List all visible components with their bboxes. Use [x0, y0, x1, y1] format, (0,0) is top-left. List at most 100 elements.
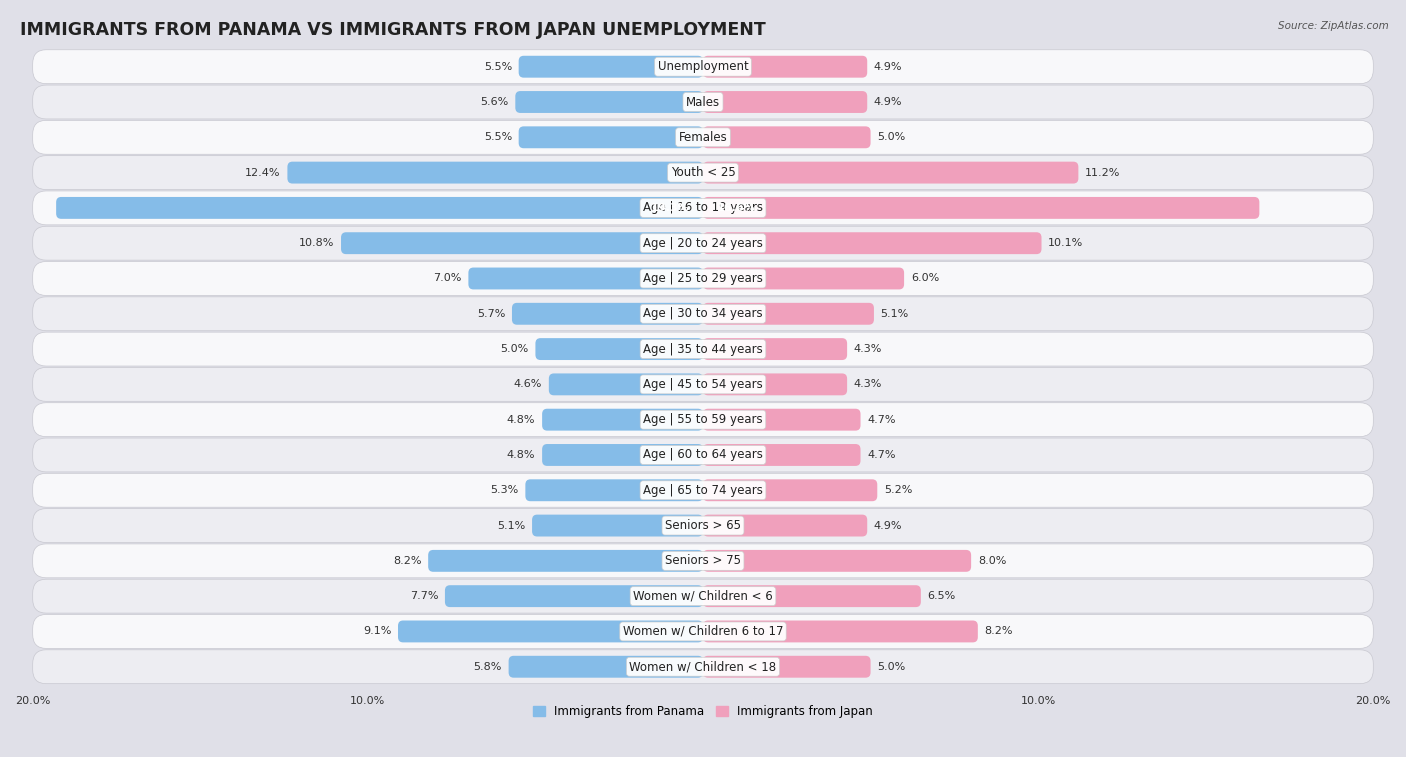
Text: Seniors > 65: Seniors > 65: [665, 519, 741, 532]
FancyBboxPatch shape: [468, 267, 703, 289]
Text: 5.0%: 5.0%: [501, 344, 529, 354]
Text: 4.9%: 4.9%: [875, 521, 903, 531]
Text: 5.6%: 5.6%: [481, 97, 509, 107]
FancyBboxPatch shape: [32, 650, 1374, 684]
Text: 4.9%: 4.9%: [875, 62, 903, 72]
Text: 4.6%: 4.6%: [513, 379, 543, 389]
FancyBboxPatch shape: [398, 621, 703, 643]
Text: 5.1%: 5.1%: [880, 309, 908, 319]
Text: 11.2%: 11.2%: [1085, 167, 1121, 178]
FancyBboxPatch shape: [703, 585, 921, 607]
Text: Age | 55 to 59 years: Age | 55 to 59 years: [643, 413, 763, 426]
Text: Age | 16 to 19 years: Age | 16 to 19 years: [643, 201, 763, 214]
Text: 4.7%: 4.7%: [868, 415, 896, 425]
FancyBboxPatch shape: [32, 367, 1374, 401]
Text: Age | 25 to 29 years: Age | 25 to 29 years: [643, 272, 763, 285]
FancyBboxPatch shape: [703, 479, 877, 501]
Text: 4.7%: 4.7%: [868, 450, 896, 460]
Text: Women w/ Children < 6: Women w/ Children < 6: [633, 590, 773, 603]
Text: 5.0%: 5.0%: [877, 662, 905, 671]
Text: 5.7%: 5.7%: [477, 309, 505, 319]
FancyBboxPatch shape: [429, 550, 703, 572]
Text: 4.3%: 4.3%: [853, 344, 882, 354]
Text: Age | 65 to 74 years: Age | 65 to 74 years: [643, 484, 763, 497]
FancyBboxPatch shape: [32, 262, 1374, 295]
Legend: Immigrants from Panama, Immigrants from Japan: Immigrants from Panama, Immigrants from …: [529, 700, 877, 723]
Text: Age | 45 to 54 years: Age | 45 to 54 years: [643, 378, 763, 391]
FancyBboxPatch shape: [32, 438, 1374, 472]
FancyBboxPatch shape: [32, 473, 1374, 507]
Text: 5.5%: 5.5%: [484, 62, 512, 72]
FancyBboxPatch shape: [703, 373, 848, 395]
Text: Seniors > 75: Seniors > 75: [665, 554, 741, 567]
Text: 10.8%: 10.8%: [299, 238, 335, 248]
FancyBboxPatch shape: [703, 338, 848, 360]
Text: 8.2%: 8.2%: [984, 627, 1014, 637]
FancyBboxPatch shape: [56, 197, 703, 219]
Text: 4.3%: 4.3%: [853, 379, 882, 389]
Text: Age | 20 to 24 years: Age | 20 to 24 years: [643, 237, 763, 250]
FancyBboxPatch shape: [516, 91, 703, 113]
Text: Women w/ Children < 18: Women w/ Children < 18: [630, 660, 776, 673]
FancyBboxPatch shape: [509, 656, 703, 678]
FancyBboxPatch shape: [32, 156, 1374, 189]
FancyBboxPatch shape: [703, 656, 870, 678]
FancyBboxPatch shape: [342, 232, 703, 254]
FancyBboxPatch shape: [703, 232, 1042, 254]
Text: 6.0%: 6.0%: [911, 273, 939, 283]
Text: IMMIGRANTS FROM PANAMA VS IMMIGRANTS FROM JAPAN UNEMPLOYMENT: IMMIGRANTS FROM PANAMA VS IMMIGRANTS FRO…: [20, 21, 765, 39]
FancyBboxPatch shape: [512, 303, 703, 325]
Text: 4.8%: 4.8%: [508, 415, 536, 425]
Text: Males: Males: [686, 95, 720, 108]
Text: 5.2%: 5.2%: [884, 485, 912, 495]
Text: Age | 60 to 64 years: Age | 60 to 64 years: [643, 448, 763, 462]
Text: Unemployment: Unemployment: [658, 61, 748, 73]
FancyBboxPatch shape: [703, 56, 868, 78]
FancyBboxPatch shape: [703, 197, 1260, 219]
FancyBboxPatch shape: [32, 579, 1374, 613]
Text: Females: Females: [679, 131, 727, 144]
Text: 5.0%: 5.0%: [877, 132, 905, 142]
FancyBboxPatch shape: [32, 297, 1374, 331]
Text: Source: ZipAtlas.com: Source: ZipAtlas.com: [1278, 21, 1389, 31]
FancyBboxPatch shape: [703, 303, 875, 325]
Text: 8.0%: 8.0%: [977, 556, 1007, 565]
FancyBboxPatch shape: [32, 544, 1374, 578]
FancyBboxPatch shape: [32, 120, 1374, 154]
Text: 5.1%: 5.1%: [498, 521, 526, 531]
FancyBboxPatch shape: [32, 615, 1374, 649]
Text: Age | 35 to 44 years: Age | 35 to 44 years: [643, 343, 763, 356]
Text: 4.8%: 4.8%: [508, 450, 536, 460]
FancyBboxPatch shape: [287, 162, 703, 183]
Text: 7.0%: 7.0%: [433, 273, 461, 283]
Text: 9.1%: 9.1%: [363, 627, 391, 637]
FancyBboxPatch shape: [32, 85, 1374, 119]
FancyBboxPatch shape: [543, 444, 703, 466]
FancyBboxPatch shape: [32, 403, 1374, 437]
FancyBboxPatch shape: [703, 409, 860, 431]
Text: 5.5%: 5.5%: [484, 132, 512, 142]
Text: 5.3%: 5.3%: [491, 485, 519, 495]
FancyBboxPatch shape: [703, 162, 1078, 183]
Text: Women w/ Children 6 to 17: Women w/ Children 6 to 17: [623, 625, 783, 638]
FancyBboxPatch shape: [32, 191, 1374, 225]
FancyBboxPatch shape: [444, 585, 703, 607]
FancyBboxPatch shape: [536, 338, 703, 360]
FancyBboxPatch shape: [543, 409, 703, 431]
FancyBboxPatch shape: [32, 509, 1374, 543]
Text: 10.1%: 10.1%: [1049, 238, 1084, 248]
FancyBboxPatch shape: [519, 126, 703, 148]
Text: 16.6%: 16.6%: [717, 203, 755, 213]
FancyBboxPatch shape: [703, 126, 870, 148]
Text: 4.9%: 4.9%: [875, 97, 903, 107]
FancyBboxPatch shape: [32, 332, 1374, 366]
Text: 5.8%: 5.8%: [474, 662, 502, 671]
FancyBboxPatch shape: [703, 91, 868, 113]
Text: 19.3%: 19.3%: [651, 203, 689, 213]
FancyBboxPatch shape: [531, 515, 703, 537]
Text: 6.5%: 6.5%: [928, 591, 956, 601]
FancyBboxPatch shape: [703, 267, 904, 289]
FancyBboxPatch shape: [703, 515, 868, 537]
FancyBboxPatch shape: [32, 50, 1374, 84]
Text: 12.4%: 12.4%: [245, 167, 281, 178]
